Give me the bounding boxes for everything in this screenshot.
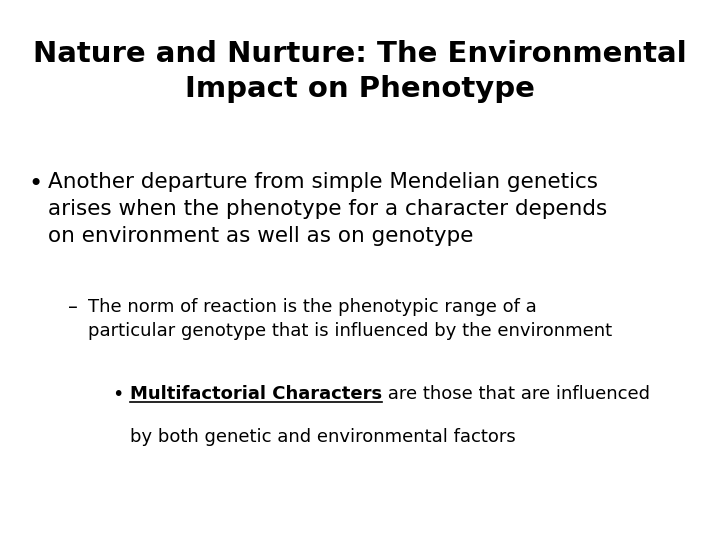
- Text: are those that are influenced: are those that are influenced: [382, 385, 650, 403]
- Text: •: •: [28, 172, 42, 196]
- Text: by both genetic and environmental factors: by both genetic and environmental factor…: [130, 428, 516, 446]
- Text: Another departure from simple Mendelian genetics
arises when the phenotype for a: Another departure from simple Mendelian …: [48, 172, 607, 246]
- Text: Multifactorial Characters: Multifactorial Characters: [130, 385, 382, 403]
- Text: –: –: [68, 298, 78, 317]
- Text: •: •: [112, 385, 123, 404]
- Text: Nature and Nurture: The Environmental
Impact on Phenotype: Nature and Nurture: The Environmental Im…: [33, 40, 687, 103]
- Text: The norm of reaction is the phenotypic range of a
particular genotype that is in: The norm of reaction is the phenotypic r…: [88, 298, 612, 340]
